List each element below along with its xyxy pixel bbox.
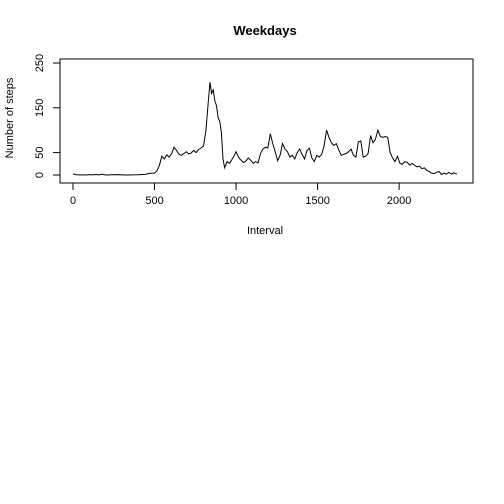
x-axis: 0 500 1000 1500 2000 (70, 183, 411, 207)
plot-frame (59, 58, 474, 184)
x-axis-label: Interval (247, 225, 283, 237)
x-tick-label: 1500 (305, 195, 329, 207)
x-tick-label: 2000 (387, 195, 411, 207)
y-tick-label: 150 (34, 99, 46, 117)
series-line (72, 82, 458, 176)
y-tick-label: 0 (34, 172, 46, 178)
chart-title: Weekdays (233, 23, 296, 38)
y-tick-label: 50 (34, 146, 46, 158)
y-axis: 0 50 150 250 (34, 54, 60, 178)
y-tick-label: 250 (34, 54, 46, 72)
x-tick-label: 1000 (224, 195, 248, 207)
y-axis-label: Number of steps (4, 77, 16, 158)
x-tick-label: 0 (70, 195, 76, 207)
x-tick-label: 500 (145, 195, 163, 207)
